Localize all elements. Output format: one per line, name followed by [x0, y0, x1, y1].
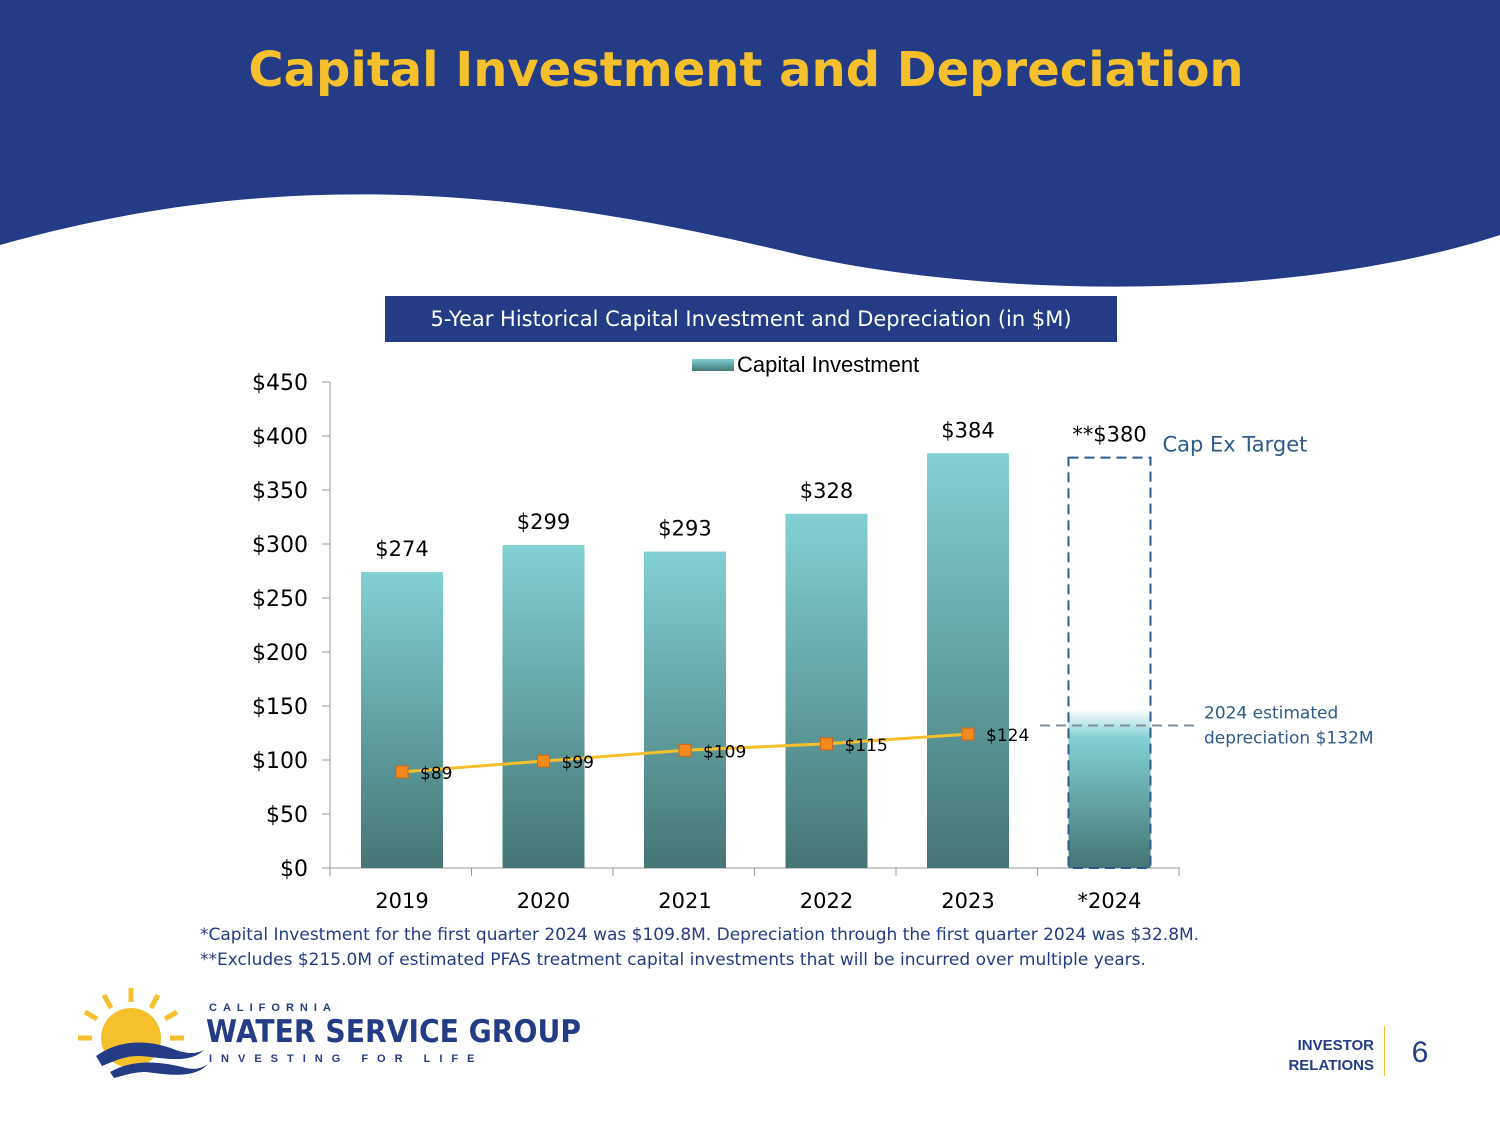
- investor-relations-label: INVESTOR RELATIONS: [1268, 1036, 1374, 1076]
- y-tick-label: $400: [252, 425, 308, 450]
- depreciation-marker: [678, 743, 692, 757]
- logo-tagline: INVESTING FOR LIFE: [209, 1053, 483, 1065]
- bar-value-label: $293: [658, 517, 711, 541]
- capital-investment-chart: $0 $50 $100 $150 $200 $250 $300 $350 $400 $450 201…: [252, 352, 1374, 913]
- x-tick-label: 2021: [658, 889, 711, 913]
- y-tick-label: $300: [252, 533, 308, 558]
- depreciation-marker: [820, 737, 833, 751]
- depreciation-value-label: $109: [703, 742, 746, 762]
- y-tick-label: $450: [252, 371, 308, 396]
- bar-value-label: $384: [941, 418, 994, 442]
- company-logo: CALIFORNIA WATER SERVICE GROUP INVESTING…: [78, 988, 581, 1078]
- x-tick-label: 2019: [375, 889, 428, 913]
- header-banner: [0, 0, 1500, 287]
- x-tick-label: 2023: [941, 889, 994, 913]
- depreciation-marker: [395, 765, 409, 779]
- legend-swatch: [692, 359, 734, 371]
- bar-value-label: $328: [800, 479, 853, 503]
- chart-header-text: 5-Year Historical Capital Investment and…: [430, 307, 1072, 331]
- bar-capital-investment: [644, 551, 726, 868]
- investor-label-line2: RELATIONS: [1288, 1057, 1374, 1074]
- logo-top-text: CALIFORNIA: [209, 1002, 337, 1014]
- depreciation-value-label: $89: [420, 764, 452, 784]
- depreciation-value-label: $124: [986, 726, 1029, 746]
- depreciation-annotation-line2: depreciation $132M: [1204, 728, 1374, 748]
- y-tick-label: $250: [252, 587, 308, 612]
- y-tick-label: $200: [252, 641, 308, 666]
- x-tick-label: *2024: [1078, 889, 1142, 913]
- bar-capital-investment: [927, 453, 1009, 868]
- bar-capital-investment: [361, 572, 443, 868]
- y-tick-label: $100: [252, 749, 308, 774]
- investor-label-line1: INVESTOR: [1297, 1037, 1374, 1054]
- footer-divider: [1384, 1026, 1385, 1076]
- depreciation-annotation-line1: 2024 estimated: [1204, 703, 1338, 723]
- bar-capital-investment: [502, 545, 585, 868]
- bar-value-label: $274: [375, 537, 428, 561]
- footnote-capital-q1: *Capital Investment for the first quarte…: [200, 925, 1200, 945]
- wave-icon: [96, 1042, 208, 1078]
- y-tick-label: $0: [280, 857, 308, 882]
- depreciation-value-label: $115: [845, 736, 888, 756]
- footnote-pfas: **Excludes $215.0M of estimated PFAS tre…: [200, 950, 1146, 970]
- bar-estimated-depreciation: [1068, 709, 1151, 868]
- x-tick-label: 2022: [800, 889, 853, 913]
- depreciation-marker: [537, 754, 550, 768]
- target-dashed-box: [1067, 456, 1152, 869]
- bar-capital-investment: [785, 513, 868, 868]
- x-tick-label: 2020: [517, 889, 570, 913]
- legend-label: Capital Investment: [737, 352, 919, 377]
- y-tick-label: $350: [252, 479, 308, 504]
- bar-value-label: $299: [517, 510, 570, 534]
- logo-main-text: WATER SERVICE GROUP: [206, 1014, 581, 1050]
- y-tick-label: $150: [252, 695, 308, 720]
- page-number: 6: [1411, 1036, 1429, 1069]
- target-value-label: **$380: [1072, 423, 1146, 447]
- slide-title: Capital Investment and Depreciation: [248, 42, 1244, 98]
- y-tick-label: $50: [266, 803, 308, 828]
- target-annotation: Cap Ex Target: [1163, 433, 1308, 457]
- depreciation-value-label: $99: [562, 753, 594, 773]
- chart-header: 5-Year Historical Capital Investment and…: [385, 296, 1117, 342]
- depreciation-marker: [961, 727, 975, 741]
